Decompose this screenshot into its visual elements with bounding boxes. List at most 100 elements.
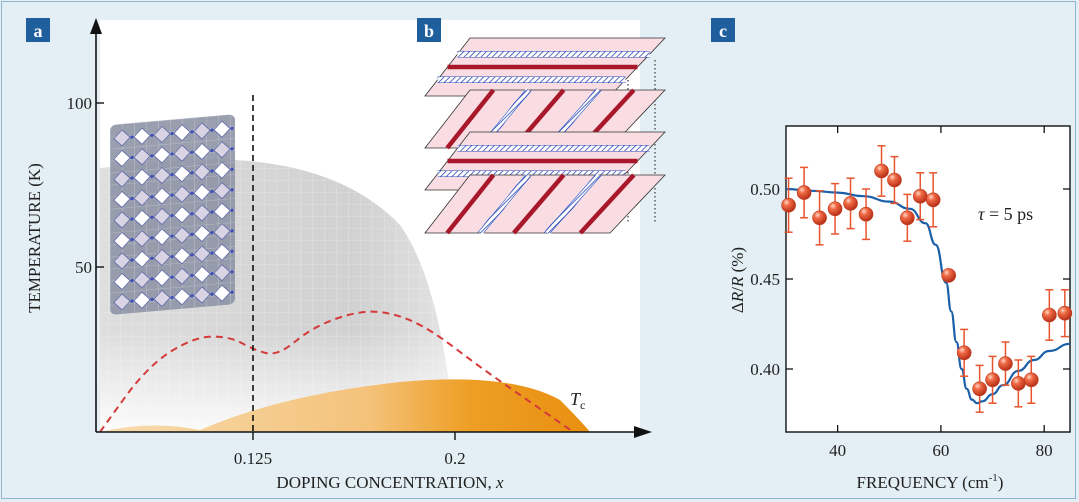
point-marker bbox=[925, 192, 941, 208]
lattice-cell bbox=[113, 293, 134, 311]
lattice-cell bbox=[213, 161, 234, 179]
data-point bbox=[1023, 355, 1039, 404]
panel-letter-b-box bbox=[417, 18, 441, 42]
lattice-cell bbox=[193, 224, 214, 242]
data-point bbox=[956, 328, 972, 377]
data-point bbox=[843, 177, 858, 230]
lattice-cell bbox=[113, 190, 134, 208]
y-tick-label: 0.50 bbox=[750, 180, 780, 199]
point-marker bbox=[985, 372, 1000, 388]
lattice-cell bbox=[173, 165, 194, 183]
lattice-cell bbox=[193, 245, 214, 263]
lattice-cell bbox=[133, 168, 154, 186]
lattice-cell bbox=[193, 265, 214, 283]
point-marker bbox=[887, 172, 902, 188]
lattice-cell bbox=[173, 124, 194, 142]
lattice-cells bbox=[113, 120, 234, 311]
panel-letter-a-box bbox=[26, 18, 50, 42]
lattice-cell bbox=[213, 243, 234, 261]
lattice-cell bbox=[173, 247, 194, 265]
tc-label: Tc bbox=[570, 389, 585, 412]
lattice-cell bbox=[133, 127, 154, 145]
charge-stripe bbox=[445, 88, 496, 150]
lattice-cell bbox=[153, 146, 174, 164]
data-point bbox=[887, 155, 902, 205]
panel-letter-c-box bbox=[711, 18, 735, 42]
lattice-cell bbox=[153, 289, 174, 307]
panel-a-y-label: TEMPERATURE (K) bbox=[25, 163, 44, 313]
tau-annotation: τ = 5 ps bbox=[978, 204, 1033, 224]
point-marker bbox=[843, 196, 858, 211]
data-point bbox=[827, 182, 843, 235]
data-point bbox=[925, 172, 941, 228]
point-marker bbox=[874, 163, 889, 179]
point-marker bbox=[998, 356, 1013, 371]
lattice-cell bbox=[113, 149, 134, 167]
data-point bbox=[812, 190, 827, 246]
lattice-cell bbox=[133, 271, 154, 289]
lattice-cell bbox=[193, 183, 214, 201]
panel-a-x-label: DOPING CONCENTRATION, x bbox=[276, 473, 504, 492]
lattice-cell bbox=[213, 284, 234, 302]
panel-a-y-arrow bbox=[90, 18, 102, 34]
charge-stripe bbox=[578, 173, 636, 235]
point-marker bbox=[912, 188, 928, 204]
x-tick-label-0125: 0.125 bbox=[234, 449, 272, 468]
data-point bbox=[1011, 359, 1026, 408]
point-marker bbox=[1057, 305, 1073, 321]
superconducting-dome bbox=[100, 379, 590, 432]
panel-b: b bbox=[417, 18, 666, 235]
lattice-cell bbox=[213, 120, 234, 138]
data-point bbox=[874, 145, 889, 197]
x-tick-label: 80 bbox=[1036, 441, 1053, 460]
tc-dashed-curve bbox=[99, 310, 575, 434]
data-point bbox=[1057, 289, 1073, 338]
y-tick-label: 0.40 bbox=[750, 360, 780, 379]
lattice-cell bbox=[173, 144, 194, 162]
lattice-cell bbox=[173, 185, 194, 203]
y-tick-label-100: 100 bbox=[67, 94, 93, 113]
data-point bbox=[900, 193, 915, 242]
lattice-cell bbox=[213, 202, 234, 220]
lattice-cell bbox=[133, 189, 154, 207]
point-marker bbox=[812, 210, 827, 226]
lattice-cell bbox=[173, 288, 194, 306]
lattice-cell bbox=[113, 211, 134, 229]
y-tick-label-50: 50 bbox=[75, 258, 92, 277]
data-point bbox=[941, 268, 956, 283]
data-point bbox=[1042, 289, 1057, 341]
panel-letter-b: b bbox=[424, 21, 434, 41]
panel-c-x-label: FREQUENCY (cm-1) bbox=[857, 472, 1004, 492]
lattice-cell bbox=[153, 125, 174, 143]
lattice-cell bbox=[153, 166, 174, 184]
point-marker bbox=[941, 268, 956, 283]
lattice-cell bbox=[133, 209, 154, 227]
data-point bbox=[912, 172, 928, 221]
point-marker bbox=[956, 345, 972, 361]
lattice-cell bbox=[133, 250, 154, 268]
spin-stripe bbox=[544, 173, 601, 235]
lattice-cell bbox=[193, 142, 214, 160]
point-marker bbox=[1042, 307, 1057, 323]
lattice-cell bbox=[153, 228, 174, 246]
point-marker bbox=[1023, 372, 1039, 388]
lattice-cell bbox=[193, 204, 214, 222]
lattice-cell bbox=[113, 231, 134, 249]
stripe-plane bbox=[424, 173, 666, 235]
lattice-cell bbox=[213, 223, 234, 241]
panel-c-plot-area bbox=[785, 125, 1071, 433]
lattice-cell bbox=[153, 269, 174, 287]
y-tick-label: 0.45 bbox=[750, 270, 780, 289]
lattice-cell bbox=[213, 264, 234, 282]
point-marker bbox=[781, 197, 796, 213]
lattice-cell bbox=[193, 163, 214, 181]
lattice-cell bbox=[153, 248, 174, 266]
panel-c: c 40 60 80 0.40 0.45 0.50 τ = 5 ps ΔR/R (%) F… bbox=[711, 18, 1073, 492]
lattice-cell bbox=[213, 141, 234, 159]
lattice-cell bbox=[133, 291, 154, 309]
point-marker bbox=[972, 381, 987, 397]
lattice-cell bbox=[113, 170, 134, 188]
point-marker bbox=[827, 201, 843, 217]
lattice-cell bbox=[173, 267, 194, 285]
lattice-cell bbox=[173, 226, 194, 244]
